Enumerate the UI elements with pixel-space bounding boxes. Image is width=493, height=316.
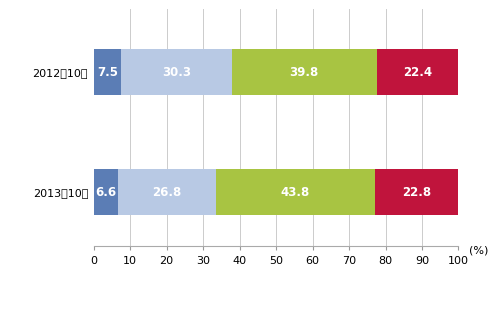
Bar [94, 169, 118, 215]
Text: 43.8: 43.8 [281, 186, 310, 199]
Bar [232, 49, 377, 95]
Text: 6.6: 6.6 [95, 186, 116, 199]
Bar [94, 49, 121, 95]
Bar [377, 49, 458, 95]
Text: 26.8: 26.8 [152, 186, 181, 199]
Text: 22.4: 22.4 [403, 65, 432, 79]
Text: 39.8: 39.8 [289, 65, 319, 79]
Bar [375, 169, 458, 215]
Bar [118, 169, 215, 215]
Text: 22.8: 22.8 [402, 186, 431, 199]
Bar [121, 49, 232, 95]
Text: (%): (%) [469, 245, 489, 255]
Bar [215, 169, 375, 215]
Text: 7.5: 7.5 [97, 65, 118, 79]
Text: 30.3: 30.3 [162, 65, 191, 79]
